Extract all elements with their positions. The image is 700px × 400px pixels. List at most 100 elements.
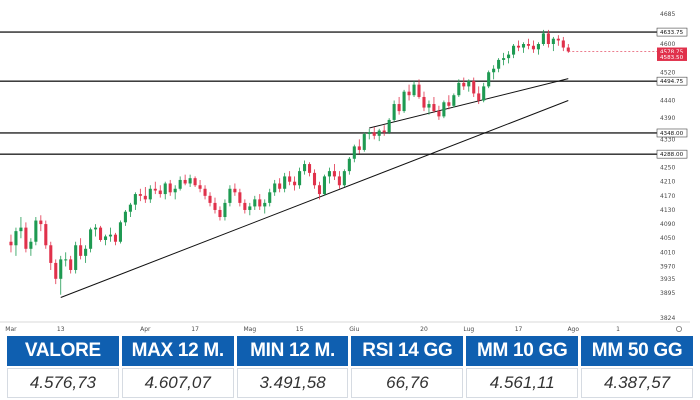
candle-body bbox=[382, 130, 386, 133]
candle-body bbox=[477, 93, 481, 101]
candle-body bbox=[183, 179, 187, 184]
candle-body bbox=[492, 68, 496, 73]
candle-body bbox=[526, 44, 531, 46]
candle-body bbox=[372, 132, 376, 136]
level-label-box bbox=[656, 27, 688, 37]
candle-body bbox=[452, 95, 456, 106]
candle-body bbox=[84, 248, 88, 256]
x-tick-label: 15 bbox=[296, 326, 304, 333]
candle-body bbox=[556, 38, 560, 41]
candle-body bbox=[307, 164, 312, 173]
candle-body bbox=[99, 227, 103, 240]
candle-body bbox=[138, 194, 142, 196]
x-tick-label: Ago bbox=[567, 326, 579, 333]
chart-svg: 4685 4600 4520 4440 4390 4330 4250 4210 4170 4130… bbox=[0, 11, 690, 333]
candle-body bbox=[317, 185, 322, 195]
candle-body bbox=[113, 234, 118, 242]
candle-body bbox=[273, 183, 277, 193]
candle-body bbox=[89, 229, 93, 249]
candle-body bbox=[69, 259, 73, 270]
candle-body bbox=[39, 220, 43, 225]
y-tick-label: 4250 bbox=[660, 165, 675, 172]
candle-body bbox=[437, 111, 441, 117]
y-tick-label: 4440 bbox=[660, 98, 675, 105]
x-tick-label: Apr bbox=[140, 326, 151, 333]
y-tick-label: 4390 bbox=[660, 115, 675, 122]
level-label-box bbox=[656, 149, 688, 159]
x-tick-label: 1 bbox=[616, 326, 620, 333]
candle-body bbox=[417, 84, 421, 97]
candle-body bbox=[462, 82, 466, 87]
y-tick-label: 4210 bbox=[660, 179, 675, 186]
candle-body bbox=[472, 81, 476, 94]
candle-body bbox=[541, 33, 545, 45]
candle-body bbox=[407, 91, 411, 96]
stat-value-rsi-14gg: 66,76 bbox=[351, 368, 464, 398]
candle-body bbox=[148, 188, 152, 200]
candle-body bbox=[44, 224, 48, 246]
candle-body bbox=[24, 227, 28, 249]
candle-body bbox=[412, 84, 416, 96]
candle-body bbox=[432, 104, 436, 112]
y-tick-label: 4520 bbox=[660, 69, 675, 76]
candle-body bbox=[79, 245, 83, 256]
candle-body bbox=[108, 234, 113, 237]
candle-body bbox=[29, 241, 33, 249]
stats-value-row: 4.576,73 4.607,07 3.491,58 66,76 4.561,1… bbox=[7, 368, 693, 398]
candle-body bbox=[392, 104, 396, 120]
candle-body bbox=[352, 146, 356, 159]
candle-body bbox=[103, 236, 108, 240]
candle-body bbox=[332, 171, 336, 177]
candle-body bbox=[59, 259, 63, 279]
candle-body bbox=[566, 47, 570, 52]
candle-body bbox=[193, 178, 197, 186]
candle-body bbox=[258, 199, 262, 207]
candle-body bbox=[64, 259, 68, 261]
candle-body bbox=[447, 102, 451, 106]
stat-header-mm-50gg: MM 50 GG bbox=[581, 336, 693, 366]
x-tick-label: 13 bbox=[57, 326, 65, 333]
candle-body bbox=[427, 104, 431, 108]
stat-value-valore: 4.576,73 bbox=[7, 368, 119, 398]
candle-body bbox=[516, 45, 521, 48]
candle-body bbox=[233, 188, 237, 193]
y-tick-label: 3970 bbox=[660, 263, 675, 270]
candle-body bbox=[322, 176, 327, 195]
candle-body bbox=[228, 188, 232, 203]
candle-body bbox=[203, 188, 207, 196]
price-label-box bbox=[657, 52, 687, 61]
candle-body bbox=[268, 192, 272, 203]
y-tick-label: 3935 bbox=[660, 276, 675, 283]
level-label-box bbox=[656, 76, 688, 86]
x-tick-label: Lug bbox=[463, 326, 474, 333]
candle-body bbox=[248, 206, 252, 210]
candle-body bbox=[9, 241, 13, 246]
candle-body bbox=[173, 188, 177, 193]
candle-body bbox=[163, 183, 167, 195]
candle-body bbox=[278, 183, 282, 189]
y-tick-label: 3824 bbox=[660, 315, 675, 322]
candle-body bbox=[293, 181, 297, 186]
x-tick-label: Mag bbox=[243, 326, 256, 333]
candle-body bbox=[467, 81, 471, 87]
price-label: 4578.75 bbox=[660, 50, 684, 56]
candle-body bbox=[546, 33, 550, 45]
candle-body bbox=[54, 262, 58, 279]
candle-body bbox=[133, 194, 137, 205]
candle-body bbox=[362, 134, 366, 150]
stat-value-mm-10gg: 4.561,11 bbox=[466, 368, 579, 398]
candle-body bbox=[128, 204, 132, 212]
candle-body bbox=[497, 59, 501, 69]
y-tick-label: 4130 bbox=[660, 207, 675, 214]
trend-line bbox=[369, 78, 569, 129]
stat-header-valore: VALORE bbox=[7, 336, 119, 366]
y-tick-label: 4090 bbox=[660, 221, 675, 228]
candle-body bbox=[397, 104, 401, 112]
x-tick-label: Mar bbox=[5, 326, 17, 333]
candle-body bbox=[19, 227, 23, 232]
candle-body bbox=[327, 171, 331, 177]
candle-body bbox=[14, 231, 18, 246]
y-tick-label: 4330 bbox=[660, 136, 675, 143]
candle-body bbox=[213, 202, 217, 210]
candle-body bbox=[387, 119, 391, 133]
